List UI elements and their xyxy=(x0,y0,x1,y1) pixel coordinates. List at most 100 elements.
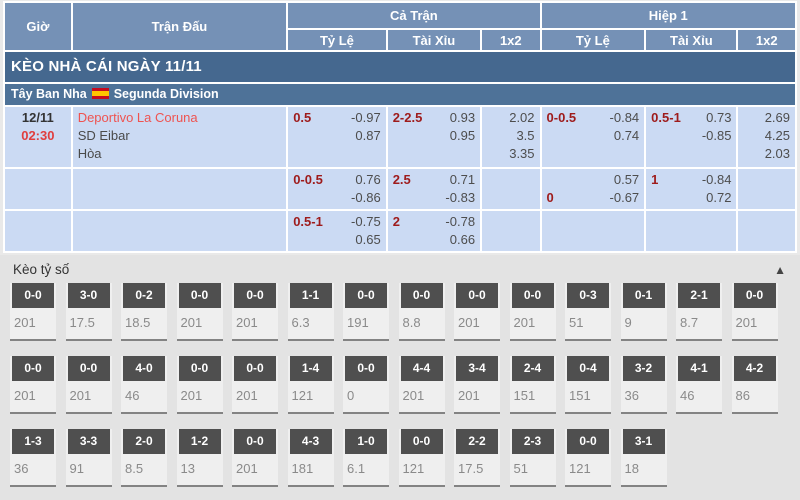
score-odds-cell[interactable]: 1-3 36 xyxy=(10,429,56,487)
table-subheader-row: Tỷ Lệ Tài Xỉu 1x2 Tỷ Lệ Tài Xỉu 1x2 xyxy=(5,30,795,50)
score-odds-cell[interactable]: 0-1 9 xyxy=(620,283,667,341)
handicap-label: 0.5 xyxy=(293,110,312,125)
score-odds-cell[interactable]: 0-0 201 xyxy=(176,356,223,414)
score-odds-value: 201 xyxy=(14,388,36,403)
score-odds-cell[interactable]: 2-1 8.7 xyxy=(676,283,722,341)
score-odds-cell[interactable]: 0-0 201 xyxy=(65,356,112,414)
ft-1x2-cell[interactable]: 2.02 3.5 3.35 xyxy=(482,107,540,167)
col-header-time: Giờ xyxy=(5,3,71,50)
score-odds-value: 201 xyxy=(236,388,258,403)
score-odds-cell[interactable]: 0-2 18.5 xyxy=(121,283,167,341)
odds-line: 2.5 0.71 xyxy=(393,171,475,189)
score-odds-cell[interactable]: 0-4 151 xyxy=(565,356,611,414)
score-label: 0-0 xyxy=(567,429,609,454)
spain-flag-icon xyxy=(91,88,109,99)
h1-1x2-cell[interactable]: 2.69 4.25 2.03 xyxy=(738,107,795,167)
score-odds-cell[interactable]: 2-3 51 xyxy=(509,429,556,487)
home-team-name[interactable]: Deportivo La Coruna xyxy=(77,110,198,125)
score-label: 4-1 xyxy=(678,356,720,381)
odds-row: 12/11 02:30 Deportivo La Coruna SD Eibar Hòa… xyxy=(5,107,795,167)
score-odds-cell[interactable]: 0-0 201 xyxy=(232,429,278,487)
score-odds-cell[interactable]: 0-0 191 xyxy=(343,283,389,341)
score-odds-cell[interactable]: 0-0 201 xyxy=(232,283,278,341)
score-odds-cell[interactable]: 0-0 201 xyxy=(509,283,556,341)
score-odds-cell[interactable]: 0-3 51 xyxy=(565,283,611,341)
score-odds-cell[interactable]: 0-0 201 xyxy=(232,356,278,414)
odds-line: -0.83 xyxy=(393,189,475,207)
score-odds-cell[interactable]: 0-0 0 xyxy=(343,356,389,414)
1x2-odds-value: 2.02 xyxy=(509,110,535,125)
odds-value: 0.93 xyxy=(449,110,476,125)
match-time-cell: 12/11 02:30 xyxy=(5,107,71,167)
odds-line: 1 -0.84 xyxy=(651,171,731,189)
h1-handicap-cell[interactable] xyxy=(541,211,645,251)
ft-handicap-cell[interactable]: 0-0.5 0.76 -0.86 xyxy=(288,169,386,209)
score-odds-cell[interactable]: 1-1 6.3 xyxy=(287,283,334,341)
h1-handicap-cell[interactable]: 0.57 0 -0.67 xyxy=(541,169,645,209)
h1-over-under-cell[interactable] xyxy=(646,211,737,251)
odds-value: -0.86 xyxy=(351,190,381,205)
score-odds-cell[interactable]: 3-0 17.5 xyxy=(65,283,112,341)
ft-over-under-cell[interactable]: 2.5 0.71 -0.83 xyxy=(387,169,481,209)
score-odds-value: 9 xyxy=(624,315,632,330)
handicap-label: 0-0.5 xyxy=(293,172,323,187)
odds-value: -0.83 xyxy=(445,190,476,205)
score-odds-cell[interactable]: 4-4 201 xyxy=(398,356,445,414)
h1-over-under-cell[interactable]: 0.5-1 0.73 -0.85 xyxy=(646,107,737,167)
h1-handicap-cell[interactable]: 0-0.5 -0.84 0.74 xyxy=(541,107,645,167)
score-label: 1-0 xyxy=(345,429,387,454)
score-odds-cell[interactable]: 2-2 17.5 xyxy=(454,429,500,487)
score-odds-cell[interactable]: 3-4 201 xyxy=(454,356,500,414)
collapse-arrow-icon[interactable]: ▲ xyxy=(774,262,786,277)
match-kickoff-time: 02:30 xyxy=(21,128,55,143)
score-odds-cell[interactable]: 4-2 86 xyxy=(731,356,778,414)
score-odds-cell[interactable]: 0-0 201 xyxy=(731,283,778,341)
score-odds-cell[interactable]: 1-2 13 xyxy=(176,429,223,487)
score-odds-cell[interactable]: 1-0 6.1 xyxy=(343,429,389,487)
away-team-name[interactable]: SD Eibar xyxy=(77,128,130,143)
h1-1x2-cell[interactable] xyxy=(738,211,795,251)
score-label: 1-1 xyxy=(289,283,332,308)
score-odds-cell[interactable]: 4-1 46 xyxy=(676,356,722,414)
score-odds-value: 201 xyxy=(458,315,480,330)
handicap-label: 2.5 xyxy=(392,172,411,187)
score-odds-cell[interactable]: 4-3 181 xyxy=(287,429,334,487)
ft-over-under-cell[interactable]: 2-2.5 0.93 0.95 xyxy=(387,107,481,167)
score-label: 0-0 xyxy=(67,356,110,381)
league-bar[interactable]: Tây Ban Nha Segunda Division xyxy=(5,84,795,105)
empty-match-cell xyxy=(72,211,287,251)
score-odds-cell[interactable]: 0-0 201 xyxy=(176,283,223,341)
ft-handicap-cell[interactable]: 0.5-1 -0.75 0.65 xyxy=(288,211,386,251)
score-label: 0-0 xyxy=(400,283,443,308)
score-odds-cell[interactable]: 1-4 121 xyxy=(287,356,334,414)
ft-1x2-cell[interactable] xyxy=(482,169,540,209)
score-odds-value: 51 xyxy=(569,315,584,330)
score-odds-cell[interactable]: 3-1 18 xyxy=(620,429,667,487)
score-odds-cell[interactable]: 0-0 121 xyxy=(565,429,611,487)
score-odds-cell[interactable]: 4-0 46 xyxy=(121,356,167,414)
ft-1x2-cell[interactable] xyxy=(482,211,540,251)
ft-handicap-cell[interactable]: 0.5 -0.97 0.87 xyxy=(288,107,386,167)
ft-over-under-cell[interactable]: 2 -0.78 0.66 xyxy=(387,211,481,251)
odds-line: 0.87 xyxy=(293,127,380,145)
odds-value: 0.76 xyxy=(355,172,381,187)
h1-1x2-cell[interactable] xyxy=(738,169,795,209)
handicap-label: 0-0.5 xyxy=(546,110,577,125)
odds-value: 0.72 xyxy=(706,190,732,205)
score-odds-cell[interactable]: 2-4 151 xyxy=(509,356,556,414)
score-odds-cell[interactable]: 0-0 201 xyxy=(10,283,56,341)
odds-line: 0.74 xyxy=(547,127,639,145)
h1-over-under-cell[interactable]: 1 -0.84 0.72 xyxy=(646,169,737,209)
score-odds-cell[interactable]: 3-3 91 xyxy=(65,429,112,487)
score-odds-value: 121 xyxy=(291,388,314,403)
1x2-odds-value: 2.03 xyxy=(764,146,790,161)
score-odds-value: 6.1 xyxy=(347,461,366,476)
score-odds-cell[interactable]: 0-0 201 xyxy=(454,283,500,341)
score-odds-value: 201 xyxy=(180,315,203,330)
odds-line: 0.66 xyxy=(393,231,475,249)
score-odds-cell[interactable]: 3-2 36 xyxy=(620,356,667,414)
score-odds-cell[interactable]: 0-0 8.8 xyxy=(398,283,445,341)
score-odds-cell[interactable]: 0-0 121 xyxy=(398,429,445,487)
score-odds-cell[interactable]: 0-0 201 xyxy=(10,356,56,414)
score-odds-cell[interactable]: 2-0 8.5 xyxy=(121,429,167,487)
